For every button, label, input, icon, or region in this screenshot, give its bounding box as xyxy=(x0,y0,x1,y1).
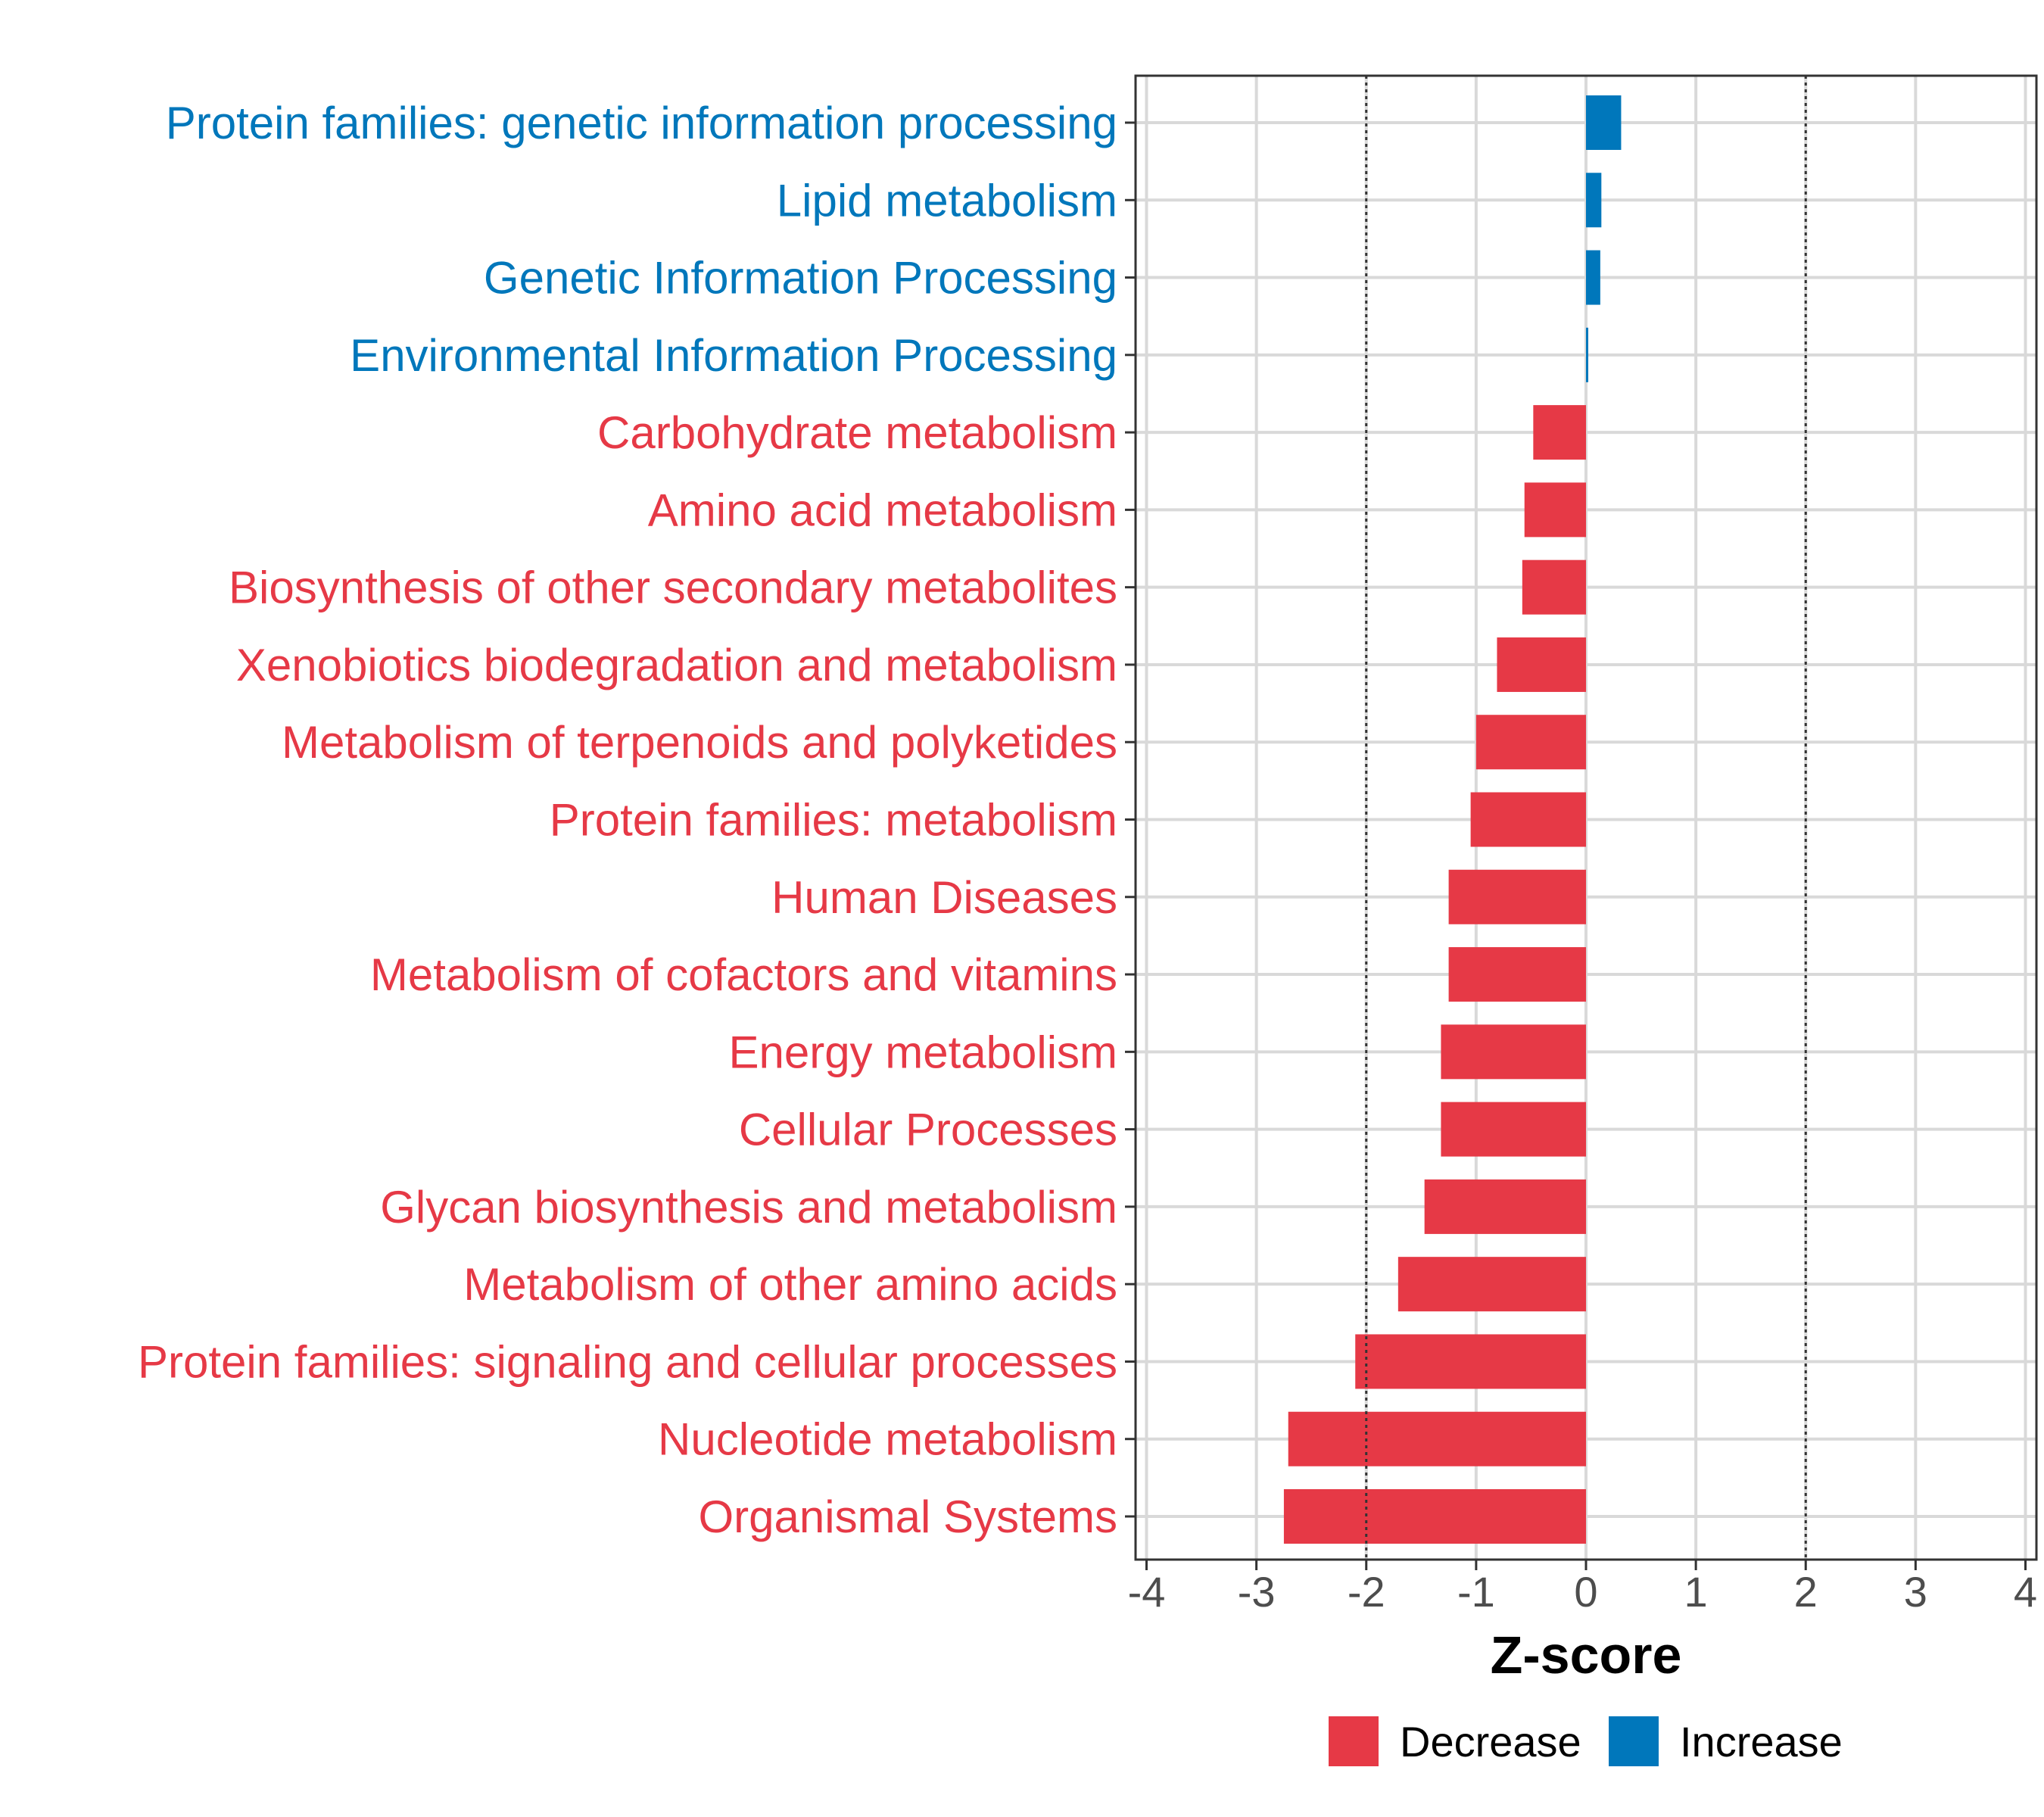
x-tick-label: 2 xyxy=(1794,1568,1818,1616)
legend-label-increase: Increase xyxy=(1680,1718,1843,1766)
legend-label-decrease: Decrease xyxy=(1400,1718,1581,1766)
bar xyxy=(1475,715,1586,770)
bar xyxy=(1533,405,1586,460)
category-label: Biosynthesis of other secondary metaboli… xyxy=(229,563,1117,613)
category-label: Nucleotide metabolism xyxy=(658,1414,1117,1465)
category-label: Glycan biosynthesis and metabolism xyxy=(380,1182,1117,1233)
x-tick-label: 0 xyxy=(1574,1568,1597,1616)
x-tick-label: -2 xyxy=(1348,1568,1385,1616)
category-label: Carbohydrate metabolism xyxy=(597,407,1117,458)
bar xyxy=(1448,869,1586,924)
category-label: Protein families: metabolism xyxy=(550,795,1117,846)
bar xyxy=(1448,947,1586,1002)
bar xyxy=(1283,1489,1586,1544)
x-tick-label: 3 xyxy=(1904,1568,1927,1616)
category-label: Metabolism of terpenoids and polyketides xyxy=(282,717,1117,768)
category-label: Amino acid metabolism xyxy=(648,485,1117,535)
bar xyxy=(1586,173,1602,228)
bar xyxy=(1470,792,1586,847)
x-tick-label: -3 xyxy=(1238,1568,1276,1616)
bar xyxy=(1586,250,1600,305)
legend: Decrease Increase xyxy=(1329,1716,1843,1766)
bar xyxy=(1522,559,1586,615)
category-label: Genetic Information Processing xyxy=(484,253,1117,304)
bar xyxy=(1424,1179,1586,1234)
category-label: Metabolism of cofactors and vitamins xyxy=(370,949,1117,1000)
x-tick-label: -4 xyxy=(1128,1568,1166,1616)
category-label: Human Diseases xyxy=(771,872,1117,923)
x-axis: -4 -3 -2 -1 0 1 2 3 4 xyxy=(1128,1560,2037,1616)
x-tick-label: 1 xyxy=(1684,1568,1708,1616)
bar xyxy=(1497,637,1586,692)
x-tick-label: -1 xyxy=(1457,1568,1495,1616)
category-label: Protein families: signaling and cellular… xyxy=(138,1336,1117,1387)
bar xyxy=(1397,1257,1586,1312)
legend-swatch-decrease xyxy=(1329,1716,1379,1766)
category-label: Metabolism of other amino acids xyxy=(463,1259,1117,1310)
bar xyxy=(1586,327,1588,382)
bar xyxy=(1441,1102,1586,1157)
category-label: Environmental Information Processing xyxy=(350,330,1117,381)
y-axis: Protein families: genetic information pr… xyxy=(138,98,1136,1542)
x-tick-label: 4 xyxy=(2014,1568,2037,1616)
category-label: Lipid metabolism xyxy=(777,175,1117,226)
category-label: Protein families: genetic information pr… xyxy=(166,98,1117,148)
bar xyxy=(1288,1411,1586,1466)
bar xyxy=(1524,482,1586,538)
category-label: Organismal Systems xyxy=(699,1491,1117,1542)
x-axis-title: Z-score xyxy=(1491,1625,1682,1685)
reference-lines xyxy=(1365,76,1807,1560)
bars xyxy=(1283,95,1622,1544)
category-label: Energy metabolism xyxy=(728,1027,1117,1077)
bar xyxy=(1355,1334,1586,1389)
bar xyxy=(1586,95,1622,150)
category-label: Xenobiotics biodegradation and metabolis… xyxy=(236,640,1117,690)
category-label: Cellular Processes xyxy=(739,1105,1117,1155)
legend-swatch-increase xyxy=(1609,1716,1659,1766)
bar xyxy=(1441,1024,1586,1080)
